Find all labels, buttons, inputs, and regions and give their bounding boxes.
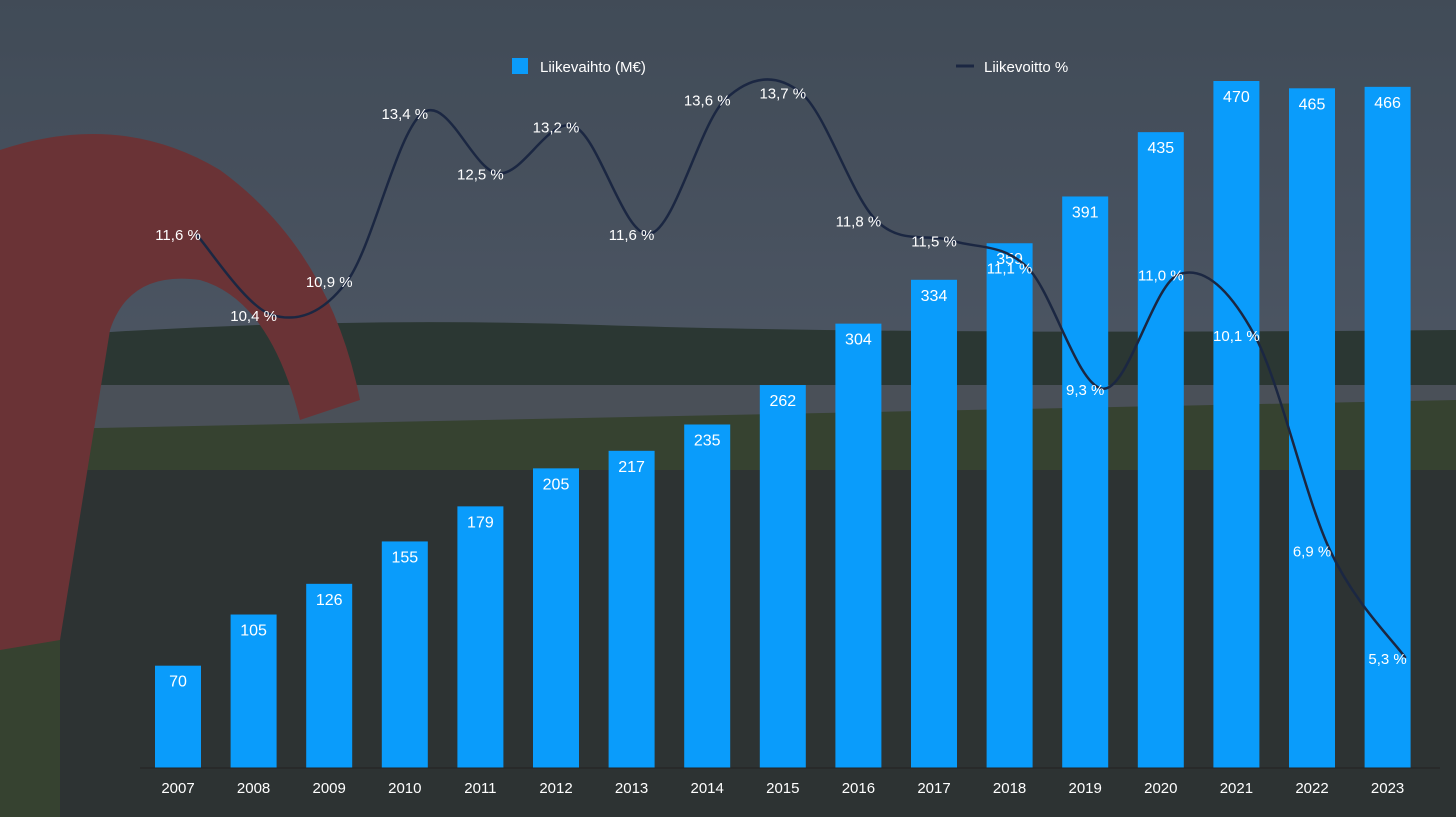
bar-2022 — [1289, 88, 1335, 768]
bar-label-2013: 217 — [618, 459, 645, 476]
line-label-2019: 9,3 % — [1066, 382, 1104, 399]
legend-label-line: Liikevoitto % — [984, 59, 1068, 76]
bar-label-2007: 70 — [169, 674, 187, 691]
bar-label-2019: 391 — [1072, 204, 1099, 221]
line-path — [195, 78, 1407, 659]
line-label-2015: 13,7 % — [759, 86, 806, 103]
bar-label-2012: 205 — [543, 476, 570, 493]
x-tick-2008: 2008 — [237, 780, 270, 797]
bar-label-2011: 179 — [467, 514, 494, 531]
legend-label-bar: Liikevaihto (M€) — [540, 59, 646, 76]
x-tick-2017: 2017 — [917, 780, 950, 797]
bar-label-2015: 262 — [769, 393, 796, 410]
bar-label-2018: 359 — [996, 251, 1023, 268]
legend: Liikevaihto (M€) Liikevoitto % — [512, 58, 1068, 76]
bar-2008 — [230, 614, 277, 768]
bar-2016 — [835, 323, 882, 768]
line-label-2010: 13,4 % — [381, 106, 428, 123]
x-tick-2021: 2021 — [1220, 780, 1253, 797]
bar-2013 — [608, 450, 655, 768]
line-series: 11,6 % 10,4 % 10,9 % 13,4 % 12,5 % 13,2 % 11,6… — [155, 78, 1407, 668]
bar-label-2022: 465 — [1299, 96, 1326, 113]
legend-swatch-bar — [512, 58, 528, 74]
bar-2017 — [911, 279, 957, 768]
bar-2018 — [986, 243, 1033, 768]
bar-2014 — [684, 424, 731, 768]
bar-label-2014: 235 — [694, 433, 721, 450]
line-label-2016: 11,8 % — [836, 214, 882, 231]
bar-2010 — [381, 541, 428, 768]
bar-label-2023: 466 — [1374, 95, 1401, 112]
bar-2019 — [1062, 196, 1109, 769]
bar-series: 70 105 126 155 179 205 217 235 262 304 334 359 391 43… — [155, 81, 1411, 769]
x-tick-2014: 2014 — [691, 780, 724, 797]
line-label-2008: 10,4 % — [230, 308, 277, 325]
line-label-2012: 13,2 % — [533, 119, 580, 136]
bar-2007 — [155, 665, 201, 768]
bar-2012 — [533, 468, 579, 768]
bar-label-2010: 155 — [391, 549, 418, 566]
bar-2020 — [1137, 132, 1184, 768]
line-label-2014: 13,6 % — [684, 92, 731, 109]
bar-2009 — [306, 583, 353, 768]
x-tick-2016: 2016 — [842, 780, 875, 797]
x-tick-2015: 2015 — [766, 780, 799, 797]
x-tick-2007: 2007 — [161, 780, 194, 797]
bar-label-2016: 304 — [845, 332, 872, 349]
line-label-2017: 11,5 % — [911, 234, 957, 251]
line-label-2013: 11,6 % — [609, 227, 655, 244]
x-tick-2012: 2012 — [539, 780, 572, 797]
bar-label-2021: 470 — [1223, 89, 1250, 106]
line-label-2021: 10,1 % — [1213, 328, 1260, 345]
x-tick-2018: 2018 — [993, 780, 1026, 797]
line-label-2018: 11,1 % — [987, 261, 1033, 278]
line-label-2023: 5,3 % — [1368, 651, 1406, 668]
line-label-2011: 12,5 % — [457, 166, 504, 183]
x-tick-2022: 2022 — [1295, 780, 1328, 797]
x-tick-2023: 2023 — [1371, 780, 1404, 797]
x-tick-2019: 2019 — [1069, 780, 1102, 797]
bar-2011 — [457, 506, 504, 768]
line-label-2007: 11,6 % — [155, 227, 201, 244]
bar-2015 — [759, 385, 806, 768]
line-label-2020: 11,0 % — [1138, 267, 1184, 284]
bar-label-2020: 435 — [1147, 140, 1174, 157]
bar-label-2008: 105 — [240, 623, 267, 640]
x-tick-2013: 2013 — [615, 780, 648, 797]
x-tick-2009: 2009 — [313, 780, 346, 797]
bar-label-2009: 126 — [316, 592, 343, 609]
line-label-2009: 10,9 % — [306, 274, 353, 291]
bar-2021 — [1213, 81, 1260, 769]
line-label-2022: 6,9 % — [1293, 543, 1331, 560]
x-tick-2011: 2011 — [464, 780, 496, 797]
x-tick-2020: 2020 — [1144, 780, 1177, 797]
x-tick-2010: 2010 — [388, 780, 421, 797]
bar-label-2017: 334 — [921, 288, 948, 305]
x-axis-ticks: 2007 2008 2009 2010 2011 2012 2013 2014 2015 2016… — [161, 780, 1404, 797]
